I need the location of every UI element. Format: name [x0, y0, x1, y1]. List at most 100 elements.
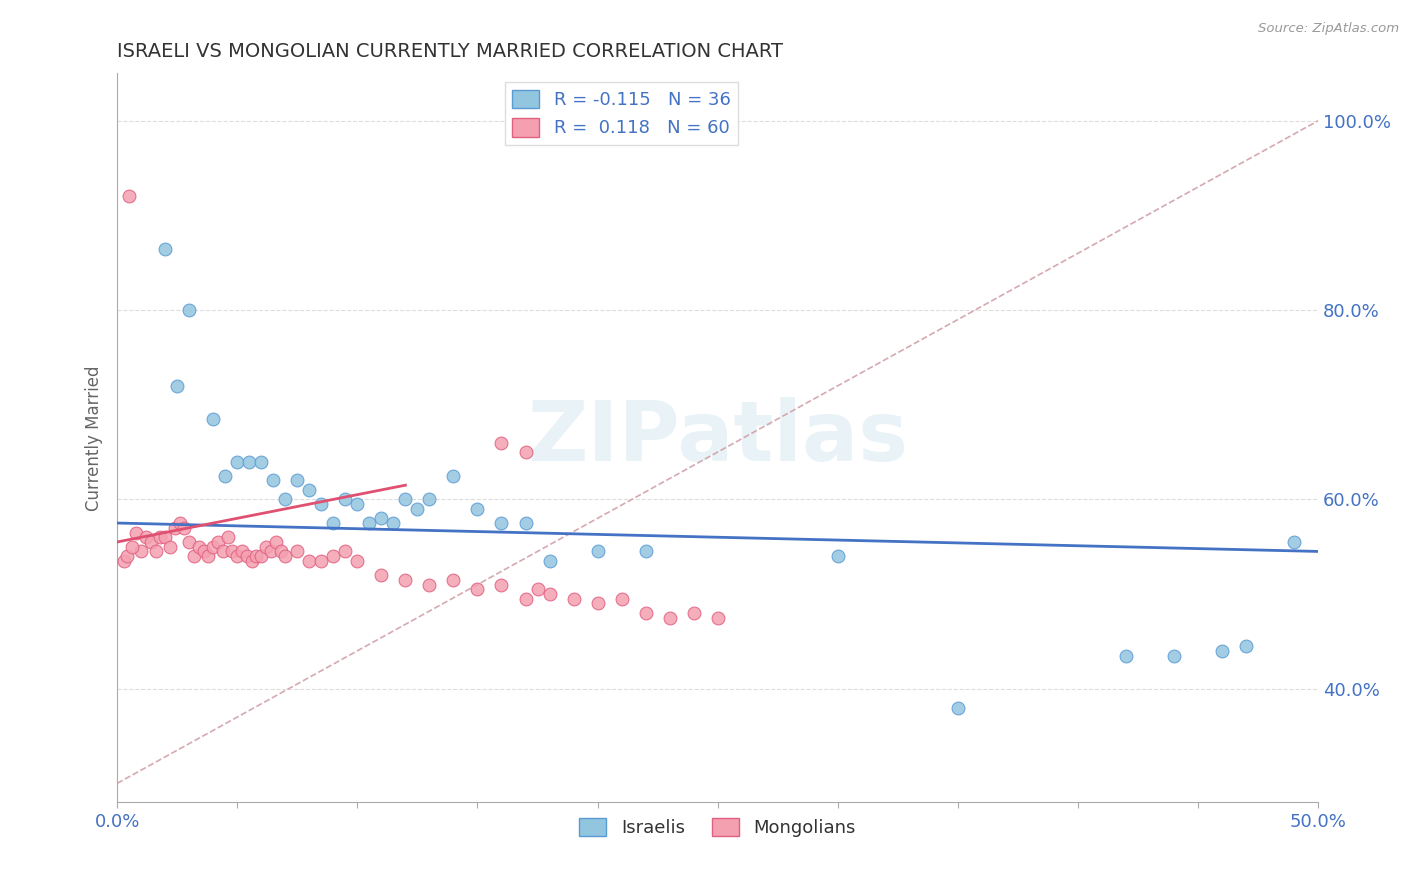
Point [240, 554, 263, 568]
Point [179, 535, 201, 549]
Point [226, 454, 249, 468]
Point [562, 591, 585, 606]
Point [515, 516, 537, 530]
Point [322, 516, 344, 530]
Text: ISRAELI VS MONGOLIAN CURRENTLY MARRIED CORRELATION CHART: ISRAELI VS MONGOLIAN CURRENTLY MARRIED C… [117, 42, 783, 61]
Point [274, 549, 297, 564]
Point [406, 501, 429, 516]
Point [226, 549, 249, 564]
Point [254, 540, 277, 554]
Point [193, 544, 215, 558]
Point [467, 582, 489, 597]
Point [202, 412, 225, 426]
Point [179, 303, 201, 318]
Point [285, 544, 308, 558]
Point [827, 549, 849, 564]
Point [139, 535, 162, 549]
Point [634, 606, 657, 620]
Point [159, 540, 181, 554]
Point [491, 516, 513, 530]
Point [145, 544, 167, 558]
Point [155, 242, 177, 256]
Point [264, 535, 287, 549]
Point [135, 530, 157, 544]
Point [418, 492, 440, 507]
Point [125, 525, 148, 540]
Point [285, 474, 308, 488]
Point [346, 497, 368, 511]
Point [163, 521, 186, 535]
Point [443, 468, 465, 483]
Point [586, 597, 609, 611]
Point [115, 549, 138, 564]
Legend: Israelis, Mongolians: Israelis, Mongolians [572, 811, 863, 844]
Point [682, 606, 704, 620]
Point [212, 544, 235, 558]
Point [443, 573, 465, 587]
Point [250, 549, 273, 564]
Point [238, 454, 260, 468]
Y-axis label: Currently Married: Currently Married [86, 365, 103, 510]
Point [169, 516, 191, 530]
Point [1211, 644, 1233, 658]
Point [491, 435, 513, 450]
Point [335, 492, 357, 507]
Point [260, 544, 283, 558]
Point [149, 530, 172, 544]
Point [311, 554, 333, 568]
Point [1234, 639, 1257, 653]
Point [298, 483, 321, 497]
Point [526, 582, 548, 597]
Point [207, 535, 229, 549]
Point [515, 591, 537, 606]
Point [236, 549, 259, 564]
Point [394, 492, 416, 507]
Point [173, 521, 195, 535]
Point [394, 573, 416, 587]
Point [183, 549, 205, 564]
Point [129, 544, 152, 558]
Point [658, 610, 681, 624]
Point [217, 530, 239, 544]
Point [298, 554, 321, 568]
Point [515, 445, 537, 459]
Point [610, 591, 633, 606]
Point [382, 516, 405, 530]
Text: Source: ZipAtlas.com: Source: ZipAtlas.com [1258, 22, 1399, 36]
Point [491, 577, 513, 591]
Point [155, 530, 177, 544]
Point [586, 544, 609, 558]
Point [335, 544, 357, 558]
Point [370, 511, 392, 525]
Point [346, 554, 368, 568]
Point [538, 587, 561, 601]
Point [370, 568, 392, 582]
Point [187, 540, 209, 554]
Text: ZIPatlas: ZIPatlas [527, 397, 908, 478]
Point [262, 474, 284, 488]
Point [197, 549, 219, 564]
Point [245, 549, 267, 564]
Point [118, 189, 141, 203]
Point [538, 554, 561, 568]
Point [202, 540, 225, 554]
Point [946, 700, 969, 714]
Point [121, 540, 143, 554]
Point [467, 501, 489, 516]
Point [214, 468, 236, 483]
Point [221, 544, 243, 558]
Point [322, 549, 344, 564]
Point [270, 544, 292, 558]
Point [250, 454, 273, 468]
Point [418, 577, 440, 591]
Point [1163, 648, 1185, 663]
Point [634, 544, 657, 558]
Point [1115, 648, 1137, 663]
Point [311, 497, 333, 511]
Point [231, 544, 253, 558]
Point [706, 610, 728, 624]
Point [1282, 535, 1305, 549]
Point [112, 554, 135, 568]
Point [274, 492, 297, 507]
Point [359, 516, 381, 530]
